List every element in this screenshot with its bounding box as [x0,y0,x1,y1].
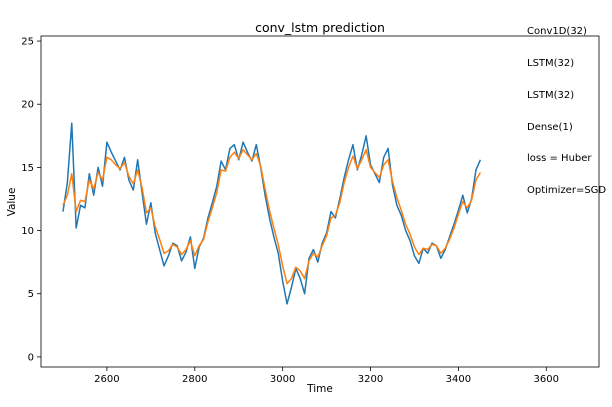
y-tick-label: 20 [21,100,34,111]
series-line-1 [62,122,482,305]
y-tick-label: 25 [21,37,34,48]
y-tick-label: 0 [28,352,34,363]
x-tick-label: 2600 [94,374,119,385]
y-tick-label: 15 [21,163,34,174]
model-annotation: Conv1D(32) LSTM(32) LSTM(32) Dense(1) lo… [527,6,606,218]
y-tick-label: 10 [21,226,34,237]
chart-title: conv_lstm prediction [255,20,385,35]
x-tick-label: 2800 [182,374,207,385]
x-axis-label: Time [307,383,333,395]
annotation-line: Conv1D(32) [527,26,587,38]
x-tick-label: 3200 [358,374,383,385]
plot-frame [40,35,600,368]
x-tick-label: 3000 [270,374,295,385]
series-layer [62,122,482,305]
tick-layer: 2600 2800 3000 3200 3400 3600 0 5 10 15 20 25 [21,37,559,385]
y-tick-label: 5 [28,289,34,300]
annotation-line: Optimizer=SGD [527,185,607,197]
x-tick-label: 3400 [446,374,471,385]
x-tick-label: 3600 [534,374,559,385]
series-line-2 [62,148,482,285]
annotation-line: loss = Huber [527,153,592,165]
y-axis-label: Value [6,187,18,217]
annotation-line: Dense(1) [527,121,573,133]
annotation-line: LSTM(32) [527,57,575,69]
annotation-line: LSTM(32) [527,89,575,101]
